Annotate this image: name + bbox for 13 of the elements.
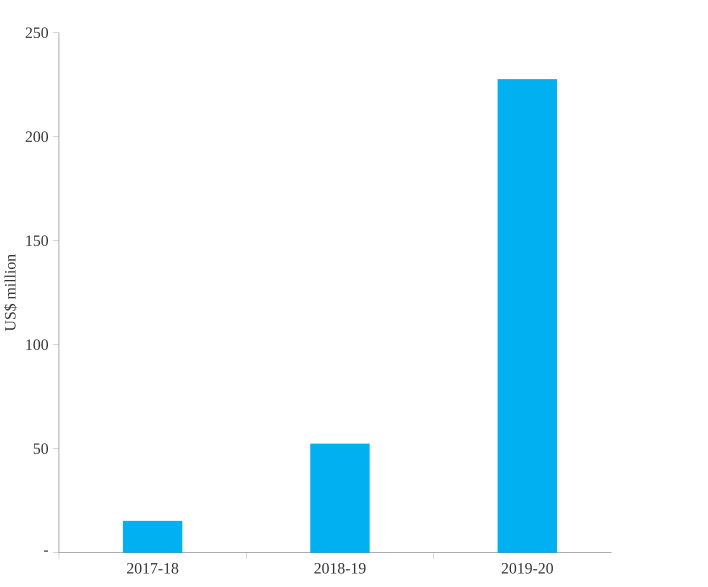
y-tick-label: 200 xyxy=(26,131,48,142)
y-tick-label: 250 xyxy=(26,27,48,38)
x-tick-label: 2018-19 xyxy=(314,562,366,574)
y-axis-title: US$ million xyxy=(4,254,17,332)
x-tick-label: 2019-20 xyxy=(502,562,553,574)
y-tick-label: 50 xyxy=(34,443,48,454)
y-tick-label: 150 xyxy=(26,235,48,246)
bar xyxy=(498,79,557,553)
bar xyxy=(122,520,182,553)
y-tick-label: - xyxy=(44,550,48,552)
x-tick-label: 2017-18 xyxy=(127,562,178,574)
bar xyxy=(310,444,370,553)
y-tick-label: 100 xyxy=(26,339,48,350)
